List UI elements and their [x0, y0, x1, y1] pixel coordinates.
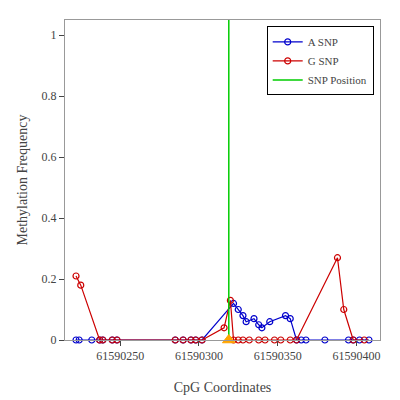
- svg-text:0.6: 0.6: [42, 150, 57, 164]
- svg-text:61590300: 61590300: [175, 349, 223, 363]
- svg-text:A SNP: A SNP: [308, 36, 338, 48]
- svg-text:0: 0: [51, 333, 57, 347]
- svg-text:1: 1: [51, 28, 57, 42]
- svg-text:61590400: 61590400: [332, 349, 380, 363]
- svg-text:SNP Position: SNP Position: [308, 74, 367, 86]
- svg-text:CpG Coordinates: CpG Coordinates: [174, 380, 272, 395]
- svg-text:G SNP: G SNP: [308, 55, 339, 67]
- svg-text:61590250: 61590250: [96, 349, 144, 363]
- svg-text:0.8: 0.8: [42, 89, 57, 103]
- svg-text:Methylation Frequency: Methylation Frequency: [15, 114, 30, 245]
- svg-text:0.2: 0.2: [42, 272, 57, 286]
- svg-text:61590350: 61590350: [254, 349, 302, 363]
- svg-text:0.4: 0.4: [42, 211, 57, 225]
